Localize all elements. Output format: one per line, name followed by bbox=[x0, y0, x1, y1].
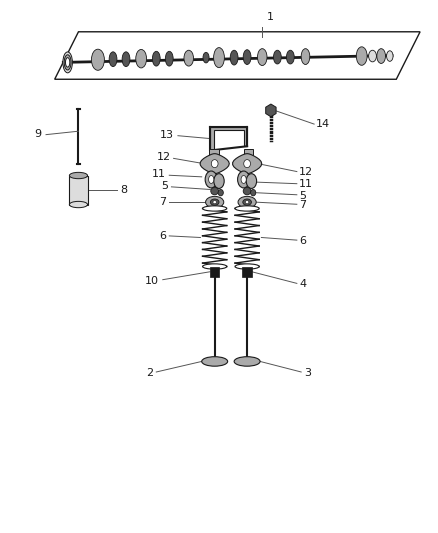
Ellipse shape bbox=[243, 50, 251, 64]
Ellipse shape bbox=[286, 50, 294, 64]
Ellipse shape bbox=[69, 201, 88, 208]
Ellipse shape bbox=[152, 51, 160, 66]
Ellipse shape bbox=[251, 190, 256, 196]
Bar bbox=[69, 175, 88, 205]
Ellipse shape bbox=[377, 49, 385, 63]
Ellipse shape bbox=[184, 50, 194, 66]
Ellipse shape bbox=[69, 172, 88, 179]
Text: 10: 10 bbox=[145, 276, 159, 286]
Text: 1: 1 bbox=[267, 12, 274, 22]
Text: 7: 7 bbox=[300, 200, 307, 211]
Ellipse shape bbox=[258, 49, 267, 66]
Ellipse shape bbox=[211, 160, 218, 168]
Text: 5: 5 bbox=[300, 191, 307, 201]
Text: 6: 6 bbox=[300, 236, 307, 246]
Ellipse shape bbox=[166, 51, 173, 66]
Ellipse shape bbox=[369, 50, 376, 62]
Ellipse shape bbox=[66, 58, 70, 67]
Ellipse shape bbox=[235, 206, 259, 211]
Text: 12: 12 bbox=[299, 166, 313, 176]
Ellipse shape bbox=[244, 160, 251, 168]
Ellipse shape bbox=[238, 196, 256, 208]
Ellipse shape bbox=[205, 196, 224, 208]
Ellipse shape bbox=[136, 50, 147, 68]
Ellipse shape bbox=[243, 188, 251, 195]
Ellipse shape bbox=[203, 52, 209, 63]
Text: 13: 13 bbox=[159, 130, 173, 140]
Ellipse shape bbox=[109, 52, 117, 67]
Ellipse shape bbox=[64, 55, 71, 70]
Ellipse shape bbox=[356, 47, 367, 65]
Ellipse shape bbox=[213, 200, 216, 204]
Bar bbox=[210, 266, 219, 277]
Ellipse shape bbox=[205, 171, 217, 188]
Text: 14: 14 bbox=[316, 119, 330, 129]
Ellipse shape bbox=[122, 52, 130, 67]
Polygon shape bbox=[200, 154, 229, 174]
Text: 7: 7 bbox=[159, 197, 166, 207]
Ellipse shape bbox=[214, 47, 224, 68]
Ellipse shape bbox=[211, 188, 219, 195]
Text: 12: 12 bbox=[156, 152, 170, 163]
Polygon shape bbox=[210, 127, 247, 150]
Bar bbox=[209, 149, 219, 156]
Text: 5: 5 bbox=[162, 181, 168, 191]
Text: 4: 4 bbox=[300, 279, 307, 289]
Polygon shape bbox=[233, 154, 262, 174]
Text: 11: 11 bbox=[152, 169, 166, 179]
Ellipse shape bbox=[202, 357, 228, 366]
Ellipse shape bbox=[202, 206, 227, 211]
Ellipse shape bbox=[214, 174, 224, 189]
Ellipse shape bbox=[234, 357, 260, 366]
Ellipse shape bbox=[210, 199, 219, 205]
Ellipse shape bbox=[235, 264, 259, 269]
Ellipse shape bbox=[208, 175, 214, 183]
Ellipse shape bbox=[202, 264, 227, 269]
Polygon shape bbox=[55, 32, 420, 79]
Bar bbox=[244, 149, 253, 156]
Ellipse shape bbox=[245, 200, 249, 204]
Ellipse shape bbox=[230, 50, 238, 65]
Ellipse shape bbox=[241, 175, 246, 183]
Text: 8: 8 bbox=[120, 185, 127, 195]
Ellipse shape bbox=[92, 49, 104, 70]
Ellipse shape bbox=[246, 174, 257, 189]
Polygon shape bbox=[266, 104, 276, 117]
Ellipse shape bbox=[273, 50, 281, 64]
Bar bbox=[242, 266, 252, 277]
Ellipse shape bbox=[237, 171, 250, 188]
Ellipse shape bbox=[63, 52, 72, 73]
Text: 9: 9 bbox=[35, 128, 42, 139]
Ellipse shape bbox=[301, 49, 310, 64]
Text: 2: 2 bbox=[146, 368, 153, 378]
Text: 11: 11 bbox=[299, 179, 313, 189]
Ellipse shape bbox=[243, 199, 251, 205]
Text: 6: 6 bbox=[159, 231, 166, 241]
Text: 3: 3 bbox=[304, 368, 311, 378]
Ellipse shape bbox=[387, 51, 393, 61]
Ellipse shape bbox=[218, 190, 223, 196]
